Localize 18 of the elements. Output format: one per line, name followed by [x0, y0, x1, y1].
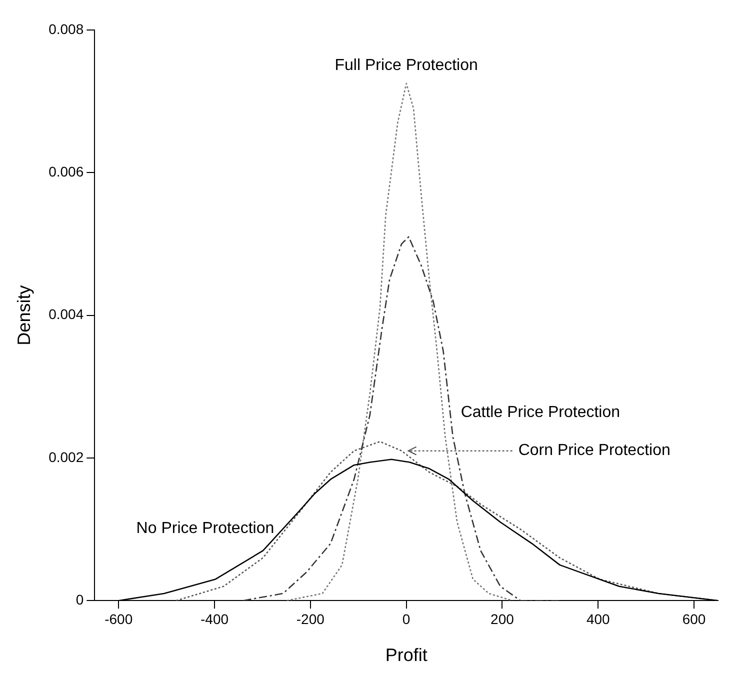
x-tick-label: -200 [296, 610, 325, 627]
x-tick-label: 0 [402, 610, 410, 627]
x-tick-label: -400 [200, 610, 229, 627]
y-tick-label: 0.002 [48, 448, 84, 465]
x-axis-title: Profit [385, 645, 428, 666]
annotation: Corn Price Protection [518, 442, 670, 460]
y-axis-title: Density [14, 285, 34, 346]
annotation: Full Price Protection [334, 56, 478, 74]
annotation: Cattle Price Protection [460, 404, 620, 421]
x-tick-label: 200 [490, 610, 514, 627]
y-tick-label: 0.008 [48, 20, 84, 37]
y-tick-label: 0.006 [48, 164, 84, 180]
y-tick-label: 0 [76, 591, 84, 608]
x-tick-label: 600 [682, 610, 706, 627]
y-tick-label: 0.004 [48, 306, 84, 322]
x-tick-label: -600 [104, 610, 133, 627]
x-tick-label: 400 [586, 610, 610, 627]
annotation: No Price Protection [136, 520, 274, 537]
